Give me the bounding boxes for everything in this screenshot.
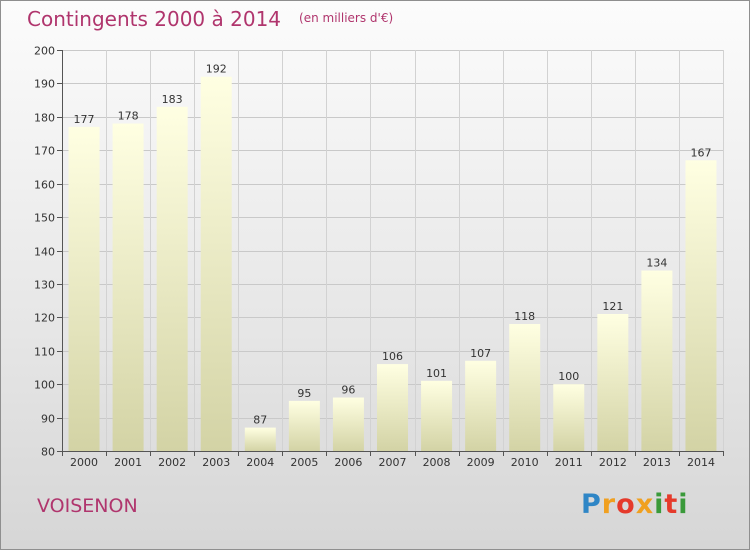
bar bbox=[200, 76, 232, 451]
bar bbox=[288, 400, 320, 451]
y-tick-label: 90 bbox=[41, 413, 55, 426]
x-tick-label: 2005 bbox=[290, 456, 318, 469]
y-tick-label: 200 bbox=[34, 45, 55, 58]
bar bbox=[377, 364, 408, 451]
bar bbox=[112, 123, 144, 452]
value-label: 167 bbox=[690, 146, 711, 159]
bar bbox=[421, 380, 453, 451]
value-label: 95 bbox=[297, 387, 311, 400]
labels: 80 90 100 110 120 130 140 150 160 170 180 190 200 177… bbox=[34, 45, 715, 470]
x-tick-label: 2009 bbox=[467, 456, 495, 469]
value-label: 178 bbox=[118, 110, 139, 123]
value-label: 107 bbox=[470, 347, 491, 360]
x-tick-label: 2010 bbox=[511, 456, 539, 469]
value-label: 134 bbox=[646, 257, 667, 270]
axes bbox=[57, 50, 724, 456]
x-tick-label: 2012 bbox=[599, 456, 627, 469]
value-label: 118 bbox=[514, 310, 535, 323]
proxiti-logo: Proxiti bbox=[581, 489, 689, 520]
x-tick-label: 2013 bbox=[643, 456, 671, 469]
commune-name: VOISENON bbox=[37, 495, 138, 517]
bar bbox=[597, 313, 629, 451]
value-label: 106 bbox=[382, 350, 403, 363]
bars bbox=[68, 76, 717, 452]
value-label: 192 bbox=[206, 63, 227, 76]
x-tick-label: 2004 bbox=[246, 456, 274, 469]
chart-title: Contingents 2000 à 2014 (en milliers d'€) bbox=[27, 7, 393, 31]
y-tick-label: 100 bbox=[34, 379, 55, 392]
x-tick-label: 2001 bbox=[114, 456, 142, 469]
x-tick-label: 2011 bbox=[555, 456, 583, 469]
bar bbox=[641, 270, 673, 451]
bar bbox=[509, 324, 541, 451]
bar bbox=[465, 360, 497, 451]
x-tick-label: 2006 bbox=[334, 456, 362, 469]
y-tick-label: 180 bbox=[34, 112, 55, 125]
bar bbox=[685, 160, 717, 451]
chart-subtitle: (en milliers d'€) bbox=[299, 11, 394, 25]
y-tick-label: 150 bbox=[34, 212, 55, 225]
title-text: Contingents 2000 à 2014 bbox=[27, 7, 282, 31]
x-tick-label: 2008 bbox=[423, 456, 451, 469]
y-tick-label: 160 bbox=[34, 179, 55, 192]
x-tick-label: 2002 bbox=[158, 456, 186, 469]
bar bbox=[244, 427, 276, 451]
value-label: 100 bbox=[558, 370, 579, 383]
x-tick-label: 2007 bbox=[379, 456, 407, 469]
value-label: 177 bbox=[74, 113, 95, 126]
x-tick-label: 2003 bbox=[202, 456, 230, 469]
y-tick-label: 130 bbox=[34, 279, 55, 292]
bar bbox=[553, 384, 585, 451]
x-tick-label: 2000 bbox=[70, 456, 98, 469]
y-tick-label: 190 bbox=[34, 78, 55, 91]
x-tick-label: 2014 bbox=[687, 456, 715, 469]
value-label: 183 bbox=[162, 93, 183, 106]
y-tick-label: 110 bbox=[34, 346, 55, 359]
value-label: 96 bbox=[341, 384, 355, 397]
y-tick-label: 120 bbox=[34, 312, 55, 325]
y-tick-label: 140 bbox=[34, 246, 55, 259]
value-label: 101 bbox=[426, 367, 447, 380]
y-tick-label: 80 bbox=[41, 446, 55, 459]
value-label: 87 bbox=[253, 414, 267, 427]
y-tick-label: 170 bbox=[34, 145, 55, 158]
bar bbox=[332, 397, 364, 451]
bar bbox=[68, 126, 100, 451]
bar bbox=[156, 106, 188, 451]
value-label: 121 bbox=[602, 300, 623, 313]
